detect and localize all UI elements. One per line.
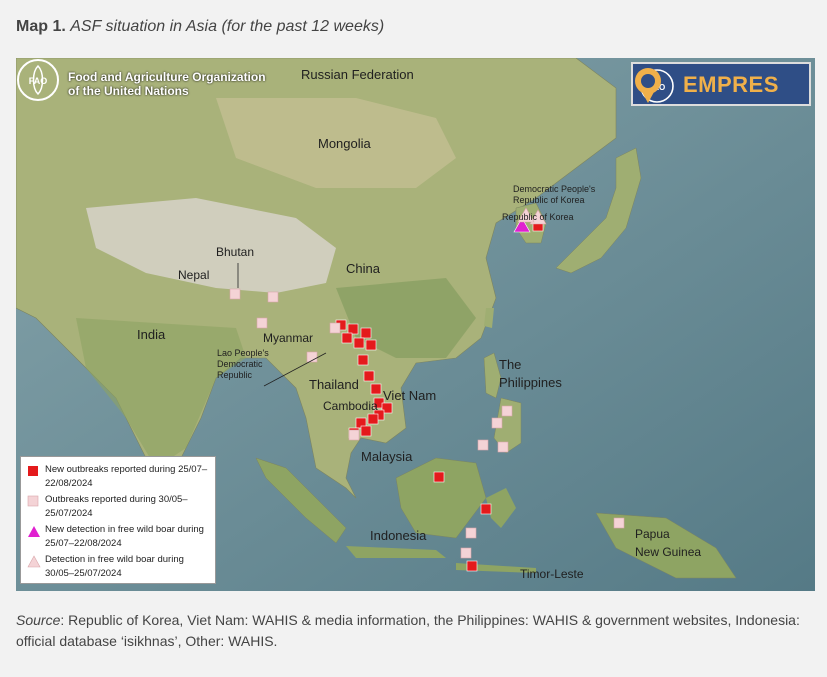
label-malaysia: Malaysia bbox=[361, 449, 413, 464]
legend-label: New detection in free wild boar during 2… bbox=[45, 524, 204, 549]
marker-new-outbreak bbox=[480, 503, 492, 515]
legend-label: Outbreaks reported during 30/05–25/07/20… bbox=[45, 494, 188, 519]
markers-new-outbreaks bbox=[335, 220, 544, 572]
asf-map: FAO Food and Agriculture Organization of… bbox=[16, 58, 815, 591]
caption-prefix: Map 1. bbox=[16, 18, 66, 35]
fao-logo-icon: FAO bbox=[17, 59, 59, 101]
label-cambodia: Cambodia bbox=[323, 399, 378, 413]
label-nepal: Nepal bbox=[178, 268, 210, 282]
marker-old-outbreak bbox=[465, 527, 477, 539]
marker-old-outbreak bbox=[501, 405, 513, 417]
label-indonesia: Indonesia bbox=[370, 528, 427, 543]
markers-wildboar bbox=[513, 207, 547, 233]
label-vietnam: Viet Nam bbox=[383, 388, 437, 403]
marker-new-outbreak bbox=[341, 332, 353, 344]
marker-new-outbreak bbox=[360, 327, 372, 339]
empres-emblem-icon bbox=[635, 68, 661, 103]
map-source: Source: Republic of Korea, Viet Nam: WAH… bbox=[16, 610, 816, 652]
marker-old-outbreak bbox=[329, 322, 341, 334]
marker-new-outbreak bbox=[353, 337, 365, 349]
japan bbox=[555, 147, 642, 274]
label-bhutan: Bhutan bbox=[216, 245, 255, 259]
legend-square-red-icon bbox=[28, 466, 38, 476]
fao-name-line2: of the United Nations bbox=[68, 84, 189, 98]
marker-new-outbreak bbox=[347, 323, 359, 335]
markers-old-outbreaks bbox=[229, 288, 625, 559]
marker-new-outbreak bbox=[466, 560, 478, 572]
marker-new-outbreak bbox=[433, 471, 445, 483]
label-myanmar: Myanmar bbox=[263, 331, 314, 345]
java bbox=[346, 546, 446, 558]
label-dprk-1: Democratic People's bbox=[513, 184, 596, 194]
legend-square-pink-icon bbox=[27, 495, 39, 507]
tibet-plateau bbox=[86, 198, 336, 293]
label-russia: Russian Federation bbox=[301, 67, 414, 82]
label-china: China bbox=[346, 261, 380, 276]
taiwan bbox=[484, 308, 494, 328]
label-png-1: Papua bbox=[635, 527, 670, 541]
marker-new-outbreak bbox=[365, 339, 377, 351]
marker-old-outbreak bbox=[306, 351, 318, 363]
caption-title: ASF situation in Asia (for the past 12 w… bbox=[70, 18, 385, 35]
label-lao: Lao People's Democratic Republic bbox=[217, 348, 269, 380]
legend-triangle-magenta-icon bbox=[28, 526, 40, 537]
marker-old-outbreak bbox=[256, 317, 268, 329]
empres-logo: FAO EMPRES bbox=[631, 62, 811, 106]
label-philippines-1: The bbox=[499, 357, 522, 372]
label-philippines-2: Philippines bbox=[499, 375, 562, 390]
fao-name: Food and Agriculture Organization of the… bbox=[68, 70, 266, 98]
marker-old-outbreak bbox=[477, 439, 489, 451]
marker-old-wildboar bbox=[529, 209, 547, 225]
sumatra bbox=[255, 457, 347, 544]
marker-new-outbreak bbox=[381, 402, 393, 414]
marker-new-wildboar bbox=[513, 217, 531, 233]
marker-old-outbreak bbox=[491, 417, 503, 429]
borneo bbox=[395, 457, 487, 539]
map-legend: New outbreaks reported during 25/07–22/0… bbox=[20, 456, 216, 584]
source-label: Source bbox=[16, 612, 61, 628]
legend-label: Detection in free wild boar during 30/05… bbox=[45, 554, 184, 579]
india-green bbox=[76, 318, 246, 468]
mongolia-steppe bbox=[216, 98, 456, 188]
marker-old-outbreak bbox=[348, 429, 360, 441]
label-dprk-2: Republic of Korea bbox=[513, 195, 585, 205]
label-rok: Republic of Korea bbox=[502, 212, 574, 222]
map-caption: Map 1. ASF situation in Asia (for the pa… bbox=[16, 18, 384, 36]
legend-label: New outbreaks reported during 25/07–22/0… bbox=[45, 464, 208, 489]
marker-old-outbreak bbox=[613, 517, 625, 529]
marker-new-outbreak bbox=[367, 413, 379, 425]
legend-triangle-pink-icon bbox=[27, 555, 41, 568]
marker-old-outbreak bbox=[497, 441, 509, 453]
new-guinea bbox=[595, 512, 737, 579]
marker-old-outbreak bbox=[229, 288, 241, 300]
empres-text: EMPRES bbox=[683, 72, 779, 97]
marker-new-outbreak bbox=[370, 383, 382, 395]
label-timor-leste: Timor-Leste bbox=[520, 567, 584, 581]
marker-old-outbreak bbox=[460, 547, 472, 559]
marker-new-outbreak bbox=[363, 370, 375, 382]
marker-new-outbreak bbox=[357, 354, 369, 366]
label-png-2: New Guinea bbox=[635, 545, 702, 559]
source-text: : Republic of Korea, Viet Nam: WAHIS & m… bbox=[16, 612, 800, 649]
label-india: India bbox=[137, 327, 166, 342]
marker-new-outbreak bbox=[360, 425, 372, 437]
label-thailand: Thailand bbox=[309, 377, 359, 392]
marker-old-wildboar bbox=[517, 207, 535, 223]
svg-text:FAO: FAO bbox=[29, 76, 48, 86]
label-mongolia: Mongolia bbox=[318, 136, 371, 151]
marker-old-outbreak bbox=[267, 291, 279, 303]
philippines bbox=[483, 352, 522, 454]
sulawesi bbox=[486, 488, 516, 528]
lao-callout-line bbox=[263, 352, 327, 387]
fao-name-line1: Food and Agriculture Organization bbox=[68, 70, 266, 84]
